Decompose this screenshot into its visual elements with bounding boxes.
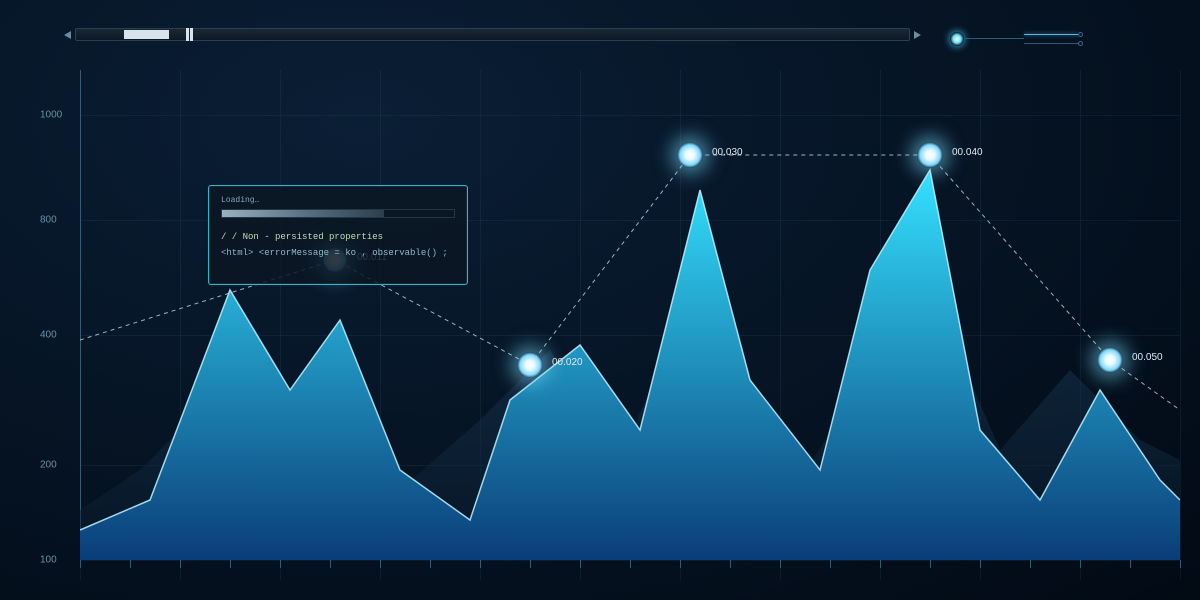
chart-svg: [80, 70, 1180, 580]
y-axis-label: 800: [40, 215, 57, 226]
code-line-2: <html> <errorMessage = ko , observable()…: [221, 248, 455, 258]
timeline-scrubber[interactable]: [75, 28, 910, 41]
y-axis-label: 1000: [40, 110, 62, 121]
y-axis-label: 400: [40, 330, 57, 341]
y-axis-label: 100: [40, 555, 57, 566]
hud-decoration: [950, 24, 1100, 54]
loading-label: Loading…: [221, 196, 455, 205]
data-marker-label: 00.030: [712, 147, 743, 158]
scrubber-handle[interactable]: [186, 28, 196, 41]
progress-bar-fill: [222, 210, 384, 217]
loading-panel: Loading… / / Non - persisted properties …: [208, 185, 468, 285]
scrubber-played-region: [124, 30, 169, 39]
hud-node-icon: [950, 32, 964, 46]
scrubber-prev-icon[interactable]: [64, 31, 71, 39]
data-marker-label: 00.020: [552, 357, 583, 368]
y-axis-label: 200: [40, 460, 57, 471]
data-marker-label: 00.050: [1132, 352, 1163, 363]
x-axis-tick: [1180, 560, 1181, 568]
progress-bar: [221, 209, 455, 218]
data-marker-label: 00.040: [952, 147, 983, 158]
scrubber-next-icon[interactable]: [914, 31, 921, 39]
code-line-1: / / Non - persisted properties: [221, 232, 455, 242]
area-chart: 1000800400200100 00.01100.02000.03000.04…: [80, 70, 1180, 580]
